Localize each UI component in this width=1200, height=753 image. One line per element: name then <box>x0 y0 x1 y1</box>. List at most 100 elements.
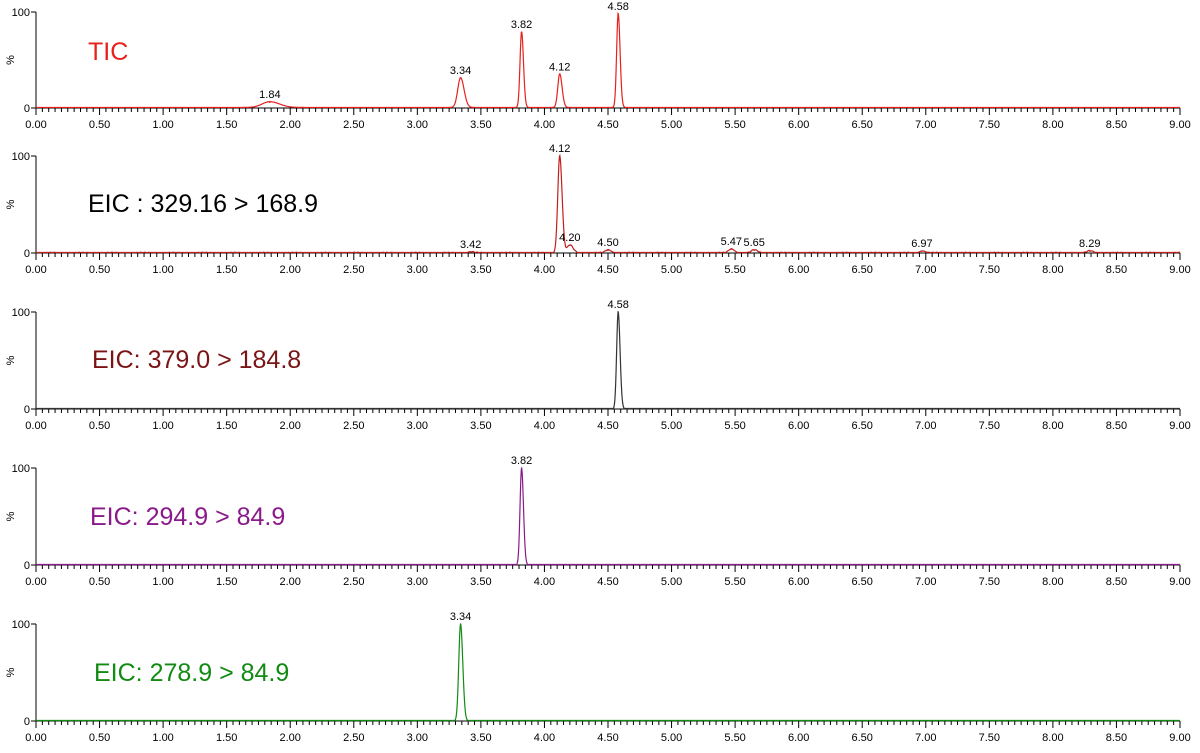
panel-title-1: EIC : 329.16 > 168.9 <box>88 190 318 218</box>
x-tick-label-1-9: 4.50 <box>597 264 618 276</box>
x-tick-label-1-15: 7.50 <box>979 264 1000 276</box>
x-tick-label-1-0: 0.00 <box>25 264 46 276</box>
x-tick-label-1-1: 0.50 <box>89 264 110 276</box>
x-tick-label-4-5: 2.50 <box>343 732 364 744</box>
x-tick-label-3-16: 8.00 <box>1042 576 1063 588</box>
peak-point-1-4 <box>730 248 733 250</box>
x-tick-label-2-13: 6.50 <box>852 420 873 432</box>
x-tick-label-0-12: 6.00 <box>788 119 809 131</box>
y-tick-label-bottom-3: 0 <box>24 560 30 572</box>
peak-label-0-4: 4.58 <box>607 1 628 13</box>
x-tick-label-1-13: 6.50 <box>852 264 873 276</box>
x-tick-label-1-6: 3.00 <box>407 264 428 276</box>
y-tick-label-top-1: 100 <box>12 151 30 163</box>
x-tick-label-1-7: 3.50 <box>470 264 491 276</box>
x-tick-label-0-1: 0.50 <box>89 119 110 131</box>
x-tick-label-3-14: 7.00 <box>915 576 936 588</box>
panel-3: 100 0% 0.00 0.50 1.00 1.50 2.00 2.50 3.00 3.50 4.0… <box>5 455 1191 588</box>
x-tick-label-4-15: 7.50 <box>979 732 1000 744</box>
x-tick-label-1-3: 1.50 <box>216 264 237 276</box>
y-tick-label-top-3: 100 <box>12 463 30 475</box>
panel-title-3: EIC: 294.9 > 84.9 <box>90 503 285 531</box>
peak-point-1-1 <box>558 155 561 157</box>
x-tick-label-4-6: 3.00 <box>407 732 428 744</box>
x-tick-label-2-9: 4.50 <box>597 420 618 432</box>
x-tick-label-1-8: 4.00 <box>534 264 555 276</box>
x-tick-label-2-7: 3.50 <box>470 420 491 432</box>
y-axis-label-0: % <box>5 55 17 65</box>
trace-line-3 <box>36 468 1180 566</box>
peak-point-1-2 <box>569 244 571 247</box>
x-tick-label-4-10: 5.00 <box>661 732 682 744</box>
x-tick-label-1-14: 7.00 <box>915 264 936 276</box>
x-tick-label-3-1: 0.50 <box>89 576 110 588</box>
x-tick-label-3-6: 3.00 <box>407 576 428 588</box>
x-tick-label-0-10: 5.00 <box>661 119 682 131</box>
x-tick-label-0-14: 7.00 <box>915 119 936 131</box>
x-tick-label-0-15: 7.50 <box>979 119 1000 131</box>
panel-4: 100 0% 0.00 0.50 1.00 1.50 2.00 2.50 3.00 3.50 4.0… <box>5 611 1191 744</box>
peak-point-1-0 <box>469 251 472 253</box>
panel-2: 100 0% 0.00 0.50 1.00 1.50 2.00 2.50 3.00 3.50 4.0… <box>5 299 1191 432</box>
x-tick-label-0-0: 0.00 <box>25 119 46 131</box>
x-tick-label-4-9: 4.50 <box>597 732 618 744</box>
x-tick-label-3-11: 5.50 <box>724 576 745 588</box>
peak-point-1-6 <box>921 250 923 252</box>
peak-point-0-3 <box>558 73 561 76</box>
y-axis-label-4: % <box>5 667 17 677</box>
x-tick-label-0-17: 8.50 <box>1106 119 1127 131</box>
peak-label-0-1: 3.34 <box>450 65 471 77</box>
x-tick-label-3-12: 6.00 <box>788 576 809 588</box>
y-tick-label-bottom-4: 0 <box>24 716 30 728</box>
peak-label-1-6: 6.97 <box>911 238 932 250</box>
x-tick-label-3-15: 7.50 <box>979 576 1000 588</box>
x-tick-label-1-12: 6.00 <box>788 264 809 276</box>
y-tick-label-top-2: 100 <box>12 307 30 319</box>
x-tick-label-4-12: 6.00 <box>788 732 809 744</box>
peak-label-0-3: 4.12 <box>549 61 570 73</box>
x-tick-label-1-17: 8.50 <box>1106 264 1127 276</box>
x-tick-label-3-3: 1.50 <box>216 576 237 588</box>
panel-title-0: TIC <box>88 38 128 66</box>
peak-label-2-0: 4.58 <box>607 299 628 311</box>
panel-title-4: EIC: 278.9 > 84.9 <box>94 659 289 687</box>
peak-point-0-4 <box>617 13 619 15</box>
peak-point-1-7 <box>1088 250 1091 252</box>
x-tick-label-3-10: 5.00 <box>661 576 682 588</box>
x-tick-label-3-13: 6.50 <box>852 576 873 588</box>
peak-label-4-0: 3.34 <box>450 611 471 623</box>
panel-0: 100 0% 0.00 0.50 1.00 1.50 2.00 2.50 3.00 3.50 4.0… <box>5 1 1191 131</box>
y-axis-label-1: % <box>5 199 17 209</box>
y-tick-label-top-0: 100 <box>12 7 30 19</box>
trace-line-0 <box>36 11 1180 109</box>
x-tick-label-2-2: 1.00 <box>152 420 173 432</box>
x-tick-label-4-4: 2.00 <box>280 732 301 744</box>
peak-point-0-0 <box>269 101 271 104</box>
peak-label-3-0: 3.82 <box>511 455 532 467</box>
x-tick-label-0-11: 5.50 <box>724 119 745 131</box>
panel-title-2: EIC: 379.0 > 184.8 <box>92 346 301 374</box>
x-tick-label-4-7: 3.50 <box>470 732 491 744</box>
peak-label-0-2: 3.82 <box>511 19 532 31</box>
x-tick-label-1-5: 2.50 <box>343 264 364 276</box>
y-tick-label-top-4: 100 <box>12 619 30 631</box>
x-tick-label-2-8: 4.00 <box>534 420 555 432</box>
trace-line-4 <box>36 624 1180 722</box>
x-tick-label-4-13: 6.50 <box>852 732 873 744</box>
x-tick-label-2-3: 1.50 <box>216 420 237 432</box>
x-tick-label-0-5: 2.50 <box>343 119 364 131</box>
x-tick-label-4-8: 4.00 <box>534 732 555 744</box>
x-tick-label-0-7: 3.50 <box>470 119 491 131</box>
x-tick-label-2-10: 5.00 <box>661 420 682 432</box>
x-tick-label-0-3: 1.50 <box>216 119 237 131</box>
x-tick-label-0-16: 8.00 <box>1042 119 1063 131</box>
peak-point-3-0 <box>520 467 523 469</box>
x-tick-label-0-18: 9.00 <box>1169 119 1190 131</box>
x-tick-label-1-2: 1.00 <box>152 264 173 276</box>
x-tick-label-3-5: 2.50 <box>343 576 364 588</box>
x-tick-label-3-7: 3.50 <box>470 576 491 588</box>
x-tick-label-3-8: 4.00 <box>534 576 555 588</box>
x-tick-label-2-0: 0.00 <box>25 420 46 432</box>
x-tick-label-2-15: 7.50 <box>979 420 1000 432</box>
